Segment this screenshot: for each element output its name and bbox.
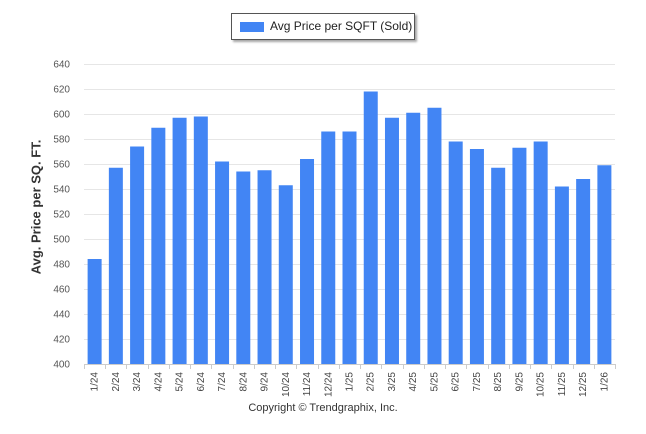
bar [193, 116, 208, 364]
x-axis-ticks: 1/24 2/24 3/24 4/24 5/24 6/24 7/24 8/24 9/24 10/2… [84, 364, 616, 397]
x-tick-label: 12/25 [578, 372, 589, 397]
bar [406, 112, 421, 364]
x-tick-label: 10/24 [281, 372, 292, 397]
x-tick-label: 5/25 [429, 372, 440, 392]
bar [130, 146, 145, 364]
y-tick-label: 580 [53, 135, 70, 146]
x-tick-label: 3/24 [132, 372, 143, 392]
bar [469, 149, 484, 364]
legend-label: Avg Price per SQFT (Sold) [270, 19, 413, 33]
x-tick-label: 2/25 [366, 372, 377, 392]
legend[interactable]: Avg Price per SQFT (Sold) [231, 13, 415, 40]
x-tick-label: 4/24 [153, 372, 164, 392]
y-tick-label: 620 [53, 85, 70, 96]
x-tick-label: 7/25 [472, 372, 483, 392]
y-tick-label: 460 [53, 285, 70, 296]
x-tick-label: 1/25 [345, 372, 356, 392]
bar [87, 259, 102, 364]
y-tick-label: 420 [53, 335, 70, 346]
bar [215, 161, 230, 364]
x-tick-label: 3/25 [387, 372, 398, 392]
bar [384, 117, 399, 364]
bar [363, 91, 378, 364]
y-tick-label: 480 [53, 260, 70, 271]
y-tick-label: 440 [53, 310, 70, 321]
y-tick-label: 540 [53, 185, 70, 196]
bar [512, 147, 527, 364]
x-tick-label: 5/24 [175, 372, 186, 392]
y-tick-label: 560 [53, 160, 70, 171]
legend-swatch [240, 22, 264, 32]
bar [342, 131, 357, 364]
x-tick-label: 12/24 [323, 372, 334, 397]
copyright: Copyright © Trendgraphix, Inc. [248, 402, 398, 414]
x-tick-label: 9/25 [514, 372, 525, 392]
x-tick-label: 8/24 [238, 372, 249, 392]
bar [597, 165, 612, 364]
bar [172, 117, 187, 364]
x-tick-label: 1/24 [90, 372, 101, 392]
bar [300, 159, 315, 364]
y-axis-ticks: 400 420 440 460 480 500 520 540 560 580 600 620 640 [53, 60, 70, 371]
bar [448, 141, 463, 364]
bar [491, 167, 506, 364]
x-tick-label: 11/25 [557, 372, 568, 397]
bar [576, 179, 591, 364]
bar [321, 131, 336, 364]
y-axis-label: Avg. Price per SQ. FT. [28, 139, 44, 275]
x-tick-label: 4/25 [408, 372, 419, 392]
bar [151, 127, 166, 364]
x-tick-label: 8/25 [493, 372, 504, 392]
bar [427, 107, 442, 364]
x-tick-label: 6/24 [196, 372, 207, 392]
x-tick-label: 7/24 [217, 372, 228, 392]
y-tick-label: 520 [53, 210, 70, 221]
bar [108, 167, 123, 364]
bar [533, 141, 548, 364]
x-tick-label: 11/24 [302, 372, 313, 397]
y-tick-label: 500 [53, 235, 70, 246]
x-tick-label: 10/25 [536, 372, 547, 397]
bar [278, 185, 293, 364]
x-tick-label: 6/25 [451, 372, 462, 392]
x-tick-label: 9/24 [260, 372, 271, 392]
bars [87, 91, 612, 364]
y-tick-label: 600 [53, 110, 70, 121]
bar [554, 186, 569, 364]
x-tick-label: 2/24 [111, 372, 122, 392]
y-tick-label: 640 [53, 60, 70, 71]
y-tick-label: 400 [53, 360, 70, 371]
bar [236, 171, 251, 364]
bar [257, 170, 272, 364]
x-tick-label: 1/26 [599, 372, 610, 392]
